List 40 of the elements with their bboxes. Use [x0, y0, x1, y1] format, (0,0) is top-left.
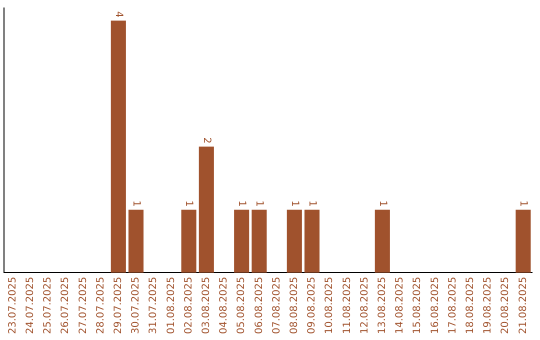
data-label: 1: [518, 200, 529, 207]
x-tick-label: 20.08.2025: [500, 276, 512, 334]
x-tick-label: 10.08.2025: [324, 276, 336, 334]
data-label: 1: [183, 200, 194, 207]
x-tick-label: 16.08.2025: [430, 276, 441, 334]
x-tick-label: 30.07.2025: [130, 276, 142, 334]
x-tick-label: 12.08.2025: [359, 276, 370, 334]
data-label: 1: [254, 200, 265, 207]
x-tick-label: 29.07.2025: [112, 276, 124, 334]
x-tick-label: 17.08.2025: [447, 276, 458, 334]
data-label: 2: [200, 137, 212, 144]
x-tick-label: 21.08.2025: [518, 276, 529, 334]
x-tick-label: 01.08.2025: [166, 276, 177, 334]
x-tick-label: 27.07.2025: [78, 276, 89, 334]
x-tick-label: 04.08.2025: [218, 276, 230, 334]
x-tick-label: 02.08.2025: [183, 276, 194, 334]
x-tick-label: 03.08.2025: [200, 276, 212, 334]
x-tick-label: 05.08.2025: [236, 276, 248, 334]
x-tick-label: 14.08.2025: [394, 276, 406, 334]
x-tick-label: 25.07.2025: [42, 276, 54, 334]
data-label: 1: [130, 200, 142, 207]
x-tick-label: 24.07.2025: [24, 276, 36, 334]
x-tick-label: 09.08.2025: [306, 276, 318, 334]
x-tick-label: 19.08.2025: [482, 276, 494, 334]
data-label: 4: [112, 11, 124, 18]
x-tick-label: 18.08.2025: [464, 276, 476, 334]
data-label: 1: [376, 200, 388, 207]
x-tick-label: 08.08.2025: [288, 276, 300, 334]
x-tick-label: 28.07.2025: [95, 276, 106, 334]
data-label: 1: [306, 200, 318, 207]
x-tick-label: 07.08.2025: [271, 276, 282, 334]
x-tick-label: 15.08.2025: [412, 276, 424, 334]
x-tick-label: 06.08.2025: [254, 276, 265, 334]
data-label: 1: [288, 200, 300, 207]
data-label: 1: [236, 200, 248, 207]
x-tick-label: 23.07.2025: [7, 276, 18, 334]
x-tick-label: 11.08.2025: [342, 276, 353, 334]
x-tick-label: 26.07.2025: [60, 276, 72, 334]
x-tick-label: 31.07.2025: [148, 276, 160, 334]
x-tick-label: 13.08.2025: [376, 276, 388, 334]
